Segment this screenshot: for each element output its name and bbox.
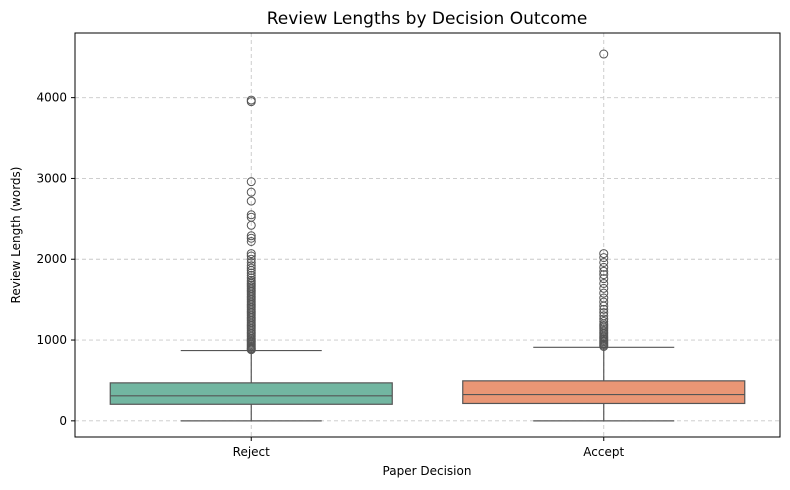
outlier-point: [599, 257, 609, 267]
outlier-point: [599, 253, 609, 263]
outlier-point: [246, 212, 256, 222]
box-accept: [462, 49, 746, 422]
y-axis-label: Review Length (words): [9, 167, 23, 304]
outlier-point: [246, 268, 256, 278]
outlier-point: [246, 251, 256, 261]
outlier-point: [599, 316, 609, 326]
outlier-point: [599, 266, 609, 276]
x-tick-label: Reject: [233, 445, 270, 459]
outlier-point: [246, 236, 256, 246]
outlier-point: [599, 270, 609, 280]
outlier-point: [246, 270, 256, 280]
outlier-point: [599, 262, 609, 272]
outlier-point: [599, 288, 609, 298]
outlier-point: [599, 311, 609, 321]
outlier-point: [246, 257, 256, 267]
outlier-point: [246, 263, 256, 273]
y-tick-label: 3000: [36, 171, 67, 185]
x-tick-label: Accept: [583, 445, 624, 459]
outlier-point: [599, 297, 609, 307]
outlier-point: [246, 187, 256, 197]
outlier-point: [246, 177, 256, 187]
x-axis-label: Paper Decision: [383, 464, 472, 478]
outlier-point: [246, 275, 256, 285]
outlier-point: [599, 304, 609, 314]
iqr-box: [109, 382, 393, 405]
outlier-point: [246, 210, 256, 220]
outlier-point: [599, 283, 609, 293]
iqr-box: [462, 380, 746, 405]
outlier-point: [599, 293, 609, 303]
outlier-point: [246, 249, 256, 259]
boxes: [109, 49, 746, 422]
axes: 0 1000 2000 3000 4000 Reject Accept: [36, 91, 624, 459]
outlier-point: [246, 231, 256, 241]
box-reject: [109, 95, 393, 422]
y-tick-label: 0: [59, 414, 67, 428]
outlier-point: [246, 254, 256, 264]
outlier-point: [599, 274, 609, 284]
plot-frame: [74, 32, 781, 438]
chart-title: Review Lengths by Decision Outcome: [267, 9, 588, 29]
outlier-point: [599, 314, 609, 324]
outlier-point: [599, 249, 609, 259]
outlier-point: [246, 261, 256, 271]
y-tick-label: 2000: [36, 252, 67, 266]
y-tick-label: 4000: [36, 91, 67, 105]
outlier-point: [246, 273, 256, 283]
outlier-point: [246, 233, 256, 243]
outlier-point: [246, 95, 256, 105]
outlier-point: [599, 278, 609, 288]
y-tick-label: 1000: [36, 333, 67, 347]
outlier-point: [246, 196, 256, 206]
outlier-point: [599, 308, 609, 318]
outlier-point: [599, 49, 609, 59]
